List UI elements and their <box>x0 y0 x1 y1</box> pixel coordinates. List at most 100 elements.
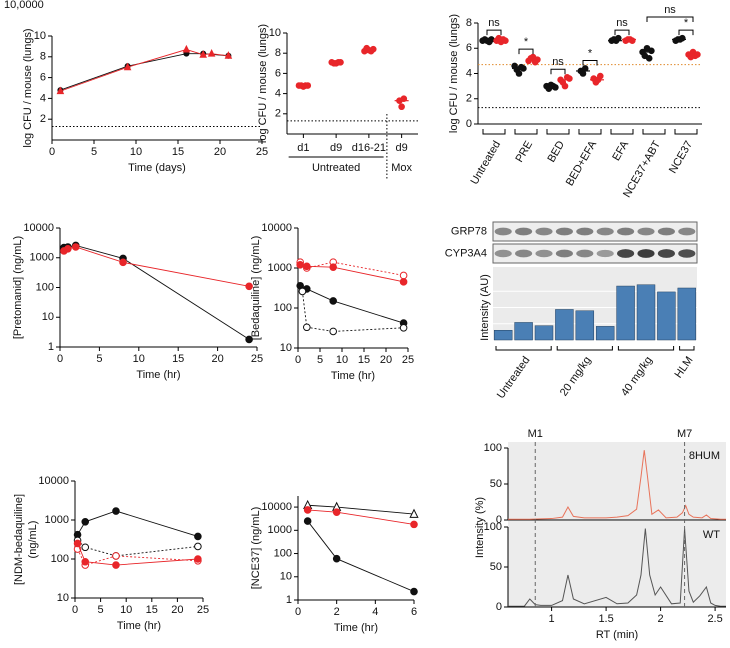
x-tick-label: 0 <box>295 606 301 618</box>
marker <box>73 539 82 548</box>
group-label: Untreated <box>312 162 360 174</box>
y-tick-label: 50 <box>490 478 502 490</box>
x-tick-label: 25 <box>402 354 414 366</box>
x-tick-label: 20 <box>380 354 392 366</box>
x-axis-label: Time (days) <box>128 162 186 174</box>
x-tick-label: 0 <box>57 353 63 365</box>
significance-label: * <box>684 17 689 29</box>
y-tick-label: 2 <box>466 93 472 105</box>
marker <box>207 49 216 57</box>
panel-label: WT <box>703 529 720 541</box>
y-axis-label: Intensity (%) <box>474 497 486 558</box>
y-tick-label: 8 <box>40 51 46 63</box>
y-tick-label: 4 <box>275 88 281 100</box>
x-tick-label: 20 <box>171 604 183 616</box>
y-tick-label: 100 <box>274 547 292 559</box>
y-tick-label: 10000 <box>23 222 54 234</box>
y-tick-label: 10000 <box>261 222 292 234</box>
x-tick-label: 0 <box>49 146 55 158</box>
marker <box>64 244 72 253</box>
category-bracket <box>578 129 602 135</box>
y-tick-label: 50 <box>490 561 502 573</box>
marker <box>398 103 405 111</box>
marker <box>303 506 312 514</box>
x-tick-label: 0 <box>72 604 78 616</box>
significance-label: * <box>588 47 593 59</box>
marker <box>119 258 127 267</box>
y-axis-label: log CFU / mouse (lungs) <box>22 28 34 147</box>
x-tick-label: 25 <box>251 353 263 365</box>
y-tick-label: 10000 <box>38 475 69 487</box>
marker <box>296 261 305 269</box>
y-tick-label: 10000 <box>261 501 292 513</box>
blot-strip <box>492 221 698 242</box>
y-tick-label: 1 <box>48 341 54 353</box>
x-tick-label: 20 <box>214 146 226 158</box>
group-label: Untreated <box>495 355 533 401</box>
group-label: 40 mg/kg <box>619 355 655 399</box>
marker <box>303 262 311 271</box>
x-tick-label: BED <box>545 139 567 165</box>
y-axis-label: [NDM-bedaquiline] <box>13 494 25 585</box>
x-tick-label: d16-21 <box>352 142 386 154</box>
marker <box>679 34 686 42</box>
x-tick-label: NCE37 <box>667 139 695 176</box>
y-tick-label: 10 <box>57 592 69 604</box>
significance-label: * <box>524 36 529 48</box>
series-line <box>77 510 199 537</box>
bar <box>595 326 615 341</box>
x-tick-label: 15 <box>172 353 184 365</box>
y-tick-label: 0 <box>496 514 502 526</box>
marker <box>488 36 495 43</box>
y-axis-label: (ng/mL) <box>27 521 39 559</box>
x-tick-label: d1 <box>297 142 309 154</box>
blot-band <box>555 249 573 258</box>
y-tick-label: 100 <box>484 521 502 533</box>
blot-band <box>617 227 635 236</box>
x-tick-label: 5 <box>98 604 104 616</box>
y-axis-label: Intensity (AU) <box>479 274 491 341</box>
marker <box>329 297 338 305</box>
group-label: 20 mg/kg <box>558 355 594 399</box>
y-tick-label: 0 <box>496 601 502 613</box>
blot-band <box>678 227 696 236</box>
y-axis-label: [Pretomanid] (ng/mL) <box>12 236 24 339</box>
x-tick-label: 2 <box>658 613 664 625</box>
plot-background <box>508 521 726 607</box>
series-line <box>299 261 404 276</box>
marker <box>303 323 311 332</box>
marker <box>332 554 341 563</box>
marker <box>629 37 636 44</box>
marker <box>566 75 573 82</box>
y-tick-label: 2 <box>275 108 281 120</box>
x-tick-label: BED+EFA <box>564 138 600 188</box>
marker <box>81 543 90 552</box>
x-tick-label: EFA <box>610 138 631 163</box>
series-line <box>60 53 229 91</box>
category-bracket <box>514 129 538 135</box>
bar <box>555 309 574 341</box>
panel-label: 8HUM <box>689 450 720 462</box>
series-line <box>77 543 198 566</box>
y-tick-label: 1000 <box>30 252 54 264</box>
significance-label: ns <box>552 56 564 68</box>
trace <box>508 528 726 607</box>
marker <box>194 542 202 551</box>
x-axis-label: Time (hr) <box>334 622 378 634</box>
marker <box>298 287 307 296</box>
marker <box>224 51 233 59</box>
y-axis-label: [NCE37] (ng/mL) <box>250 507 262 590</box>
y-tick-label: 1000 <box>45 514 69 526</box>
x-tick-label: 1 <box>549 613 555 625</box>
series-line <box>301 291 404 332</box>
blot-band <box>657 249 675 258</box>
y-tick-label: 10 <box>280 571 292 583</box>
blot-label: CYP3A4 <box>445 247 487 259</box>
blot-band <box>535 249 553 258</box>
y-axis-label: log CFU / mouse (lungs) <box>257 24 269 143</box>
bar <box>616 285 635 341</box>
marker <box>648 47 655 55</box>
y-axis-label: [Bedaquiline] (ng/mL) <box>250 236 262 341</box>
marker <box>399 278 408 286</box>
